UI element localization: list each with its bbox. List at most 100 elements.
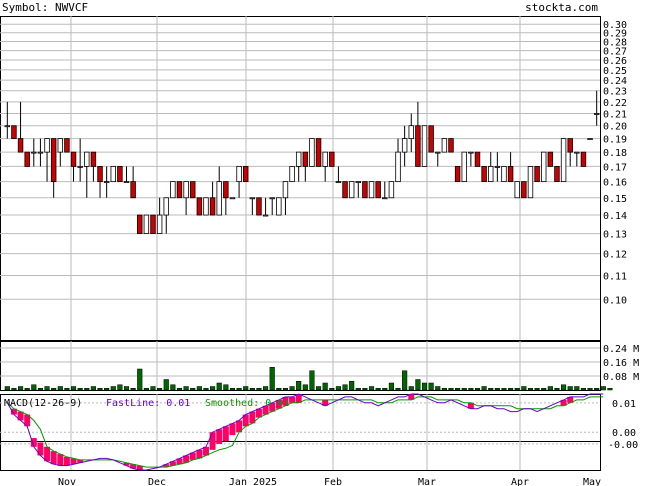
candle: [574, 151, 580, 167]
volume-bar: [183, 386, 189, 391]
candle-body: [229, 197, 236, 200]
volume-bar: [170, 384, 176, 391]
candle: [11, 125, 17, 139]
candle: [355, 181, 362, 198]
macd-smoothed-line: [6, 396, 604, 468]
candle: [540, 151, 547, 183]
candle-body: [183, 181, 189, 199]
candle-body: [117, 166, 123, 183]
candle: [593, 90, 600, 126]
volume-bar: [322, 382, 328, 391]
candle: [329, 151, 335, 167]
volume-bar: [527, 388, 534, 391]
candle-body: [382, 197, 388, 200]
candle: [494, 152, 501, 182]
candle: [415, 101, 421, 167]
candle-body: [593, 113, 600, 115]
candle-body: [123, 181, 130, 184]
candle-body: [521, 181, 527, 199]
candle: [342, 181, 348, 199]
volume-bar: [150, 386, 156, 391]
x-tick-label: Mar: [418, 477, 436, 486]
candle-body: [130, 181, 136, 199]
candle-body: [514, 181, 520, 199]
candle-body: [454, 166, 461, 183]
macd-panel: 0.01 0.00-0.00: [0, 393, 638, 471]
volume-bar: [64, 388, 70, 391]
volume-bar: [587, 388, 593, 391]
volume-bar: [243, 386, 249, 391]
candle: [57, 138, 64, 167]
volume-bar: [176, 388, 183, 391]
candle: [256, 197, 262, 216]
price-tick-label: 0.14: [603, 211, 627, 222]
candle-body: [481, 166, 487, 183]
macd-name-label: MACD(12-26-9): [4, 398, 82, 409]
candle: [507, 152, 514, 183]
candle-body: [196, 197, 203, 216]
candle-body: [276, 197, 282, 216]
volume-bar: [541, 388, 547, 391]
candle-body: [90, 151, 97, 167]
candle: [454, 166, 461, 183]
candle: [527, 166, 534, 199]
price-tick-label: 0.22: [603, 98, 627, 109]
macd-histogram-bar: [242, 414, 249, 427]
candle-body: [176, 181, 183, 199]
candle-body: [428, 125, 434, 153]
price-tick-label: 0.13: [603, 230, 627, 241]
candle: [209, 181, 216, 216]
candle: [295, 151, 302, 182]
volume-bar: [289, 386, 295, 391]
volume-bar: [382, 388, 388, 391]
candle: [249, 197, 256, 216]
volume-bar: [309, 370, 315, 391]
candle-body: [560, 138, 567, 183]
candle: [190, 181, 196, 199]
macd-histogram-bar: [408, 394, 415, 400]
x-tick-label: Jan 2025: [229, 477, 277, 486]
candle-body: [567, 138, 573, 153]
volume-bar: [57, 386, 63, 391]
volume-bar: [455, 388, 461, 391]
candle-body: [209, 197, 216, 216]
macd-histogram-bar: [123, 462, 130, 466]
macd-histogram-bar: [163, 464, 170, 468]
candle: [348, 181, 355, 199]
candle-body: [421, 125, 428, 167]
candle-body: [57, 138, 64, 153]
volume-bar: [362, 388, 368, 391]
candle-body: [156, 214, 163, 235]
volume-tick-label: 0.24 M: [603, 344, 639, 355]
volume-bar: [415, 379, 421, 391]
candle-body: [415, 125, 421, 167]
volume-bar: [256, 388, 262, 391]
macd-histogram-bar: [467, 402, 474, 409]
candle-body: [256, 197, 262, 216]
macd-histogram-bar: [322, 399, 329, 406]
candle: [183, 181, 189, 216]
candle: [176, 181, 183, 199]
candle: [84, 151, 90, 198]
candle-body: [401, 138, 408, 153]
candle-body: [150, 214, 156, 235]
candle: [137, 214, 143, 235]
candle-body: [315, 138, 322, 167]
volume-bar: [143, 388, 149, 391]
candle: [322, 151, 328, 182]
candle-body: [203, 197, 209, 216]
macd-histogram-bar: [202, 446, 209, 456]
price-tick-label: 0.17: [603, 162, 627, 173]
volume-bar: [368, 386, 375, 391]
candle-body: [77, 166, 83, 168]
macd-histogram-bar: [24, 414, 31, 427]
candle-body: [262, 214, 269, 217]
macd-histogram-bar: [249, 411, 256, 424]
volume-bar: [402, 370, 408, 391]
volume-bar: [567, 386, 573, 391]
candle-body: [388, 181, 395, 199]
candle-body: [574, 151, 580, 154]
macd-histogram-bar: [209, 432, 216, 450]
macd-histogram-bar: [295, 394, 302, 403]
volume-bar: [236, 388, 242, 391]
